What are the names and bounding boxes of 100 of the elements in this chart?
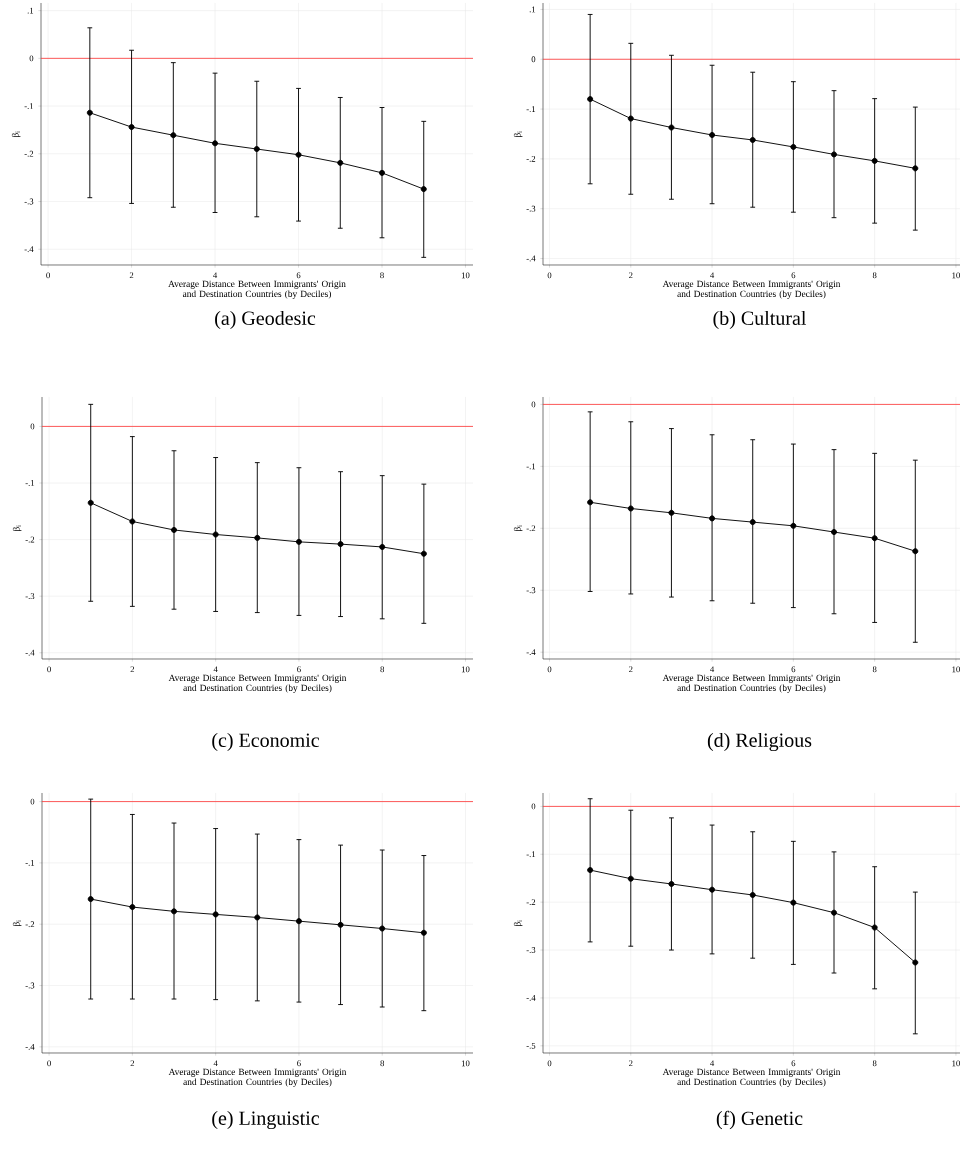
x-tick-label: 8: [380, 272, 384, 279]
y-tick-label: 0: [30, 423, 35, 430]
point: [212, 911, 219, 918]
point: [87, 896, 94, 903]
y-tick-label: -.3: [25, 982, 35, 989]
point: [420, 186, 427, 193]
x-tick-label: 2: [629, 666, 633, 673]
x-tick-label: 8: [872, 1060, 877, 1067]
point: [295, 538, 302, 545]
point: [587, 499, 594, 506]
point: [295, 151, 302, 158]
y-tick-label: -.5: [526, 1042, 536, 1049]
x-tick-label: 2: [129, 272, 134, 279]
text: (a) Geodesic: [215, 310, 316, 330]
x-tick-label: 10: [461, 272, 470, 279]
x-tick-label: 6: [791, 1060, 796, 1067]
x-tick-label: 6: [297, 1060, 301, 1067]
point: [212, 140, 219, 147]
point: [379, 169, 386, 176]
y-tick-label: -.2: [526, 525, 536, 532]
point: [128, 124, 135, 131]
point: [709, 515, 716, 522]
y-axis-title: β$_{i}$: [11, 131, 21, 138]
x-axis-title: Average Distance Between Immigrants' Origin and Destination Countries (by Deciles): [662, 1068, 841, 1087]
point: [170, 132, 177, 139]
y-tick-label: -.3: [526, 205, 536, 212]
point: [790, 143, 797, 150]
point: [749, 891, 756, 898]
x-tick-label: 4: [710, 1060, 715, 1067]
point: [253, 146, 260, 153]
point: [912, 959, 919, 966]
y-axis-title: β$_{i}$: [513, 525, 523, 532]
x-tick-label: 10: [952, 1060, 960, 1067]
point: [212, 531, 219, 538]
x-axis-title: Average Distance Between Immigrants' Origin and Destination Countries (by Deciles): [662, 674, 841, 693]
y-tick-label: -.1: [526, 851, 536, 858]
point: [420, 550, 427, 557]
y-tick-label: -.2: [526, 899, 536, 906]
text: (c) Economic: [212, 732, 320, 752]
point: [337, 159, 344, 166]
x-tick-label: 8: [872, 666, 877, 673]
point: [129, 518, 136, 525]
point: [871, 157, 878, 164]
y-tick-label: -.3: [526, 587, 536, 594]
x-tick-label: 2: [629, 272, 633, 279]
point: [295, 918, 302, 925]
y-tick-label: 0: [531, 803, 536, 810]
x-axis-title: Average Distance Between Immigrants' Origin and Destination Countries (by Deciles): [168, 280, 346, 299]
x-tick-label: 8: [380, 666, 385, 673]
point: [86, 109, 93, 116]
x-axis-title: Average Distance Between Immigrants' Origin and Destination Countries (by Deciles): [168, 1068, 347, 1087]
y-tick-label: -.4: [526, 255, 536, 262]
y-tick-label: -.2: [25, 921, 35, 928]
y-tick-label: -.1: [25, 859, 35, 866]
x-tick-label: 4: [710, 272, 715, 279]
y-tick-label: -.4: [526, 649, 536, 656]
point: [87, 499, 94, 506]
point: [627, 875, 634, 882]
y-tick-label: -.1: [24, 103, 34, 109]
point: [171, 908, 178, 915]
y-tick-label: 0: [531, 56, 536, 63]
y-tick-label: -.3: [526, 947, 536, 953]
x-tick-label: 0: [47, 666, 51, 673]
x-tick-label: 8: [872, 272, 877, 279]
x-tick-label: 10: [461, 1060, 470, 1067]
y-axis-title: β$_{i}$: [513, 920, 523, 927]
text: (e) Linguistic: [212, 1110, 320, 1130]
point: [668, 509, 675, 516]
y-tick-label: -.1: [526, 463, 536, 470]
x-axis-title: Average Distance Between Immigrants' Origin and Destination Countries (by Deciles): [168, 674, 347, 693]
y-tick-label: -.2: [25, 536, 35, 543]
y-tick-label: 0: [30, 798, 35, 805]
text: (b) Cultural: [713, 310, 807, 330]
y-tick-label: -.1: [526, 106, 536, 113]
x-tick-label: 0: [547, 272, 552, 279]
x-tick-label: 10: [952, 272, 960, 279]
x-tick-label: 0: [547, 1060, 552, 1067]
point: [790, 899, 797, 906]
y-tick-label: -.2: [24, 150, 34, 157]
point: [709, 131, 716, 138]
y-tick-label: .1: [529, 6, 536, 13]
point: [627, 505, 634, 512]
x-tick-label: 2: [130, 1060, 135, 1067]
x-tick-label: 2: [130, 666, 135, 673]
point: [254, 914, 261, 921]
point: [709, 886, 716, 893]
x-tick-label: 2: [629, 1060, 633, 1067]
point: [871, 535, 878, 542]
y-tick-label: -.1: [25, 480, 35, 486]
point: [627, 115, 634, 122]
y-tick-label: -.2: [526, 155, 536, 162]
point: [379, 543, 386, 550]
point: [831, 529, 838, 536]
point: [790, 522, 797, 529]
point: [379, 925, 386, 932]
y-axis-title: β$_{i}$: [12, 920, 22, 927]
x-tick-label: 0: [46, 272, 50, 279]
point: [587, 867, 594, 874]
point: [668, 124, 675, 131]
point: [668, 880, 675, 887]
